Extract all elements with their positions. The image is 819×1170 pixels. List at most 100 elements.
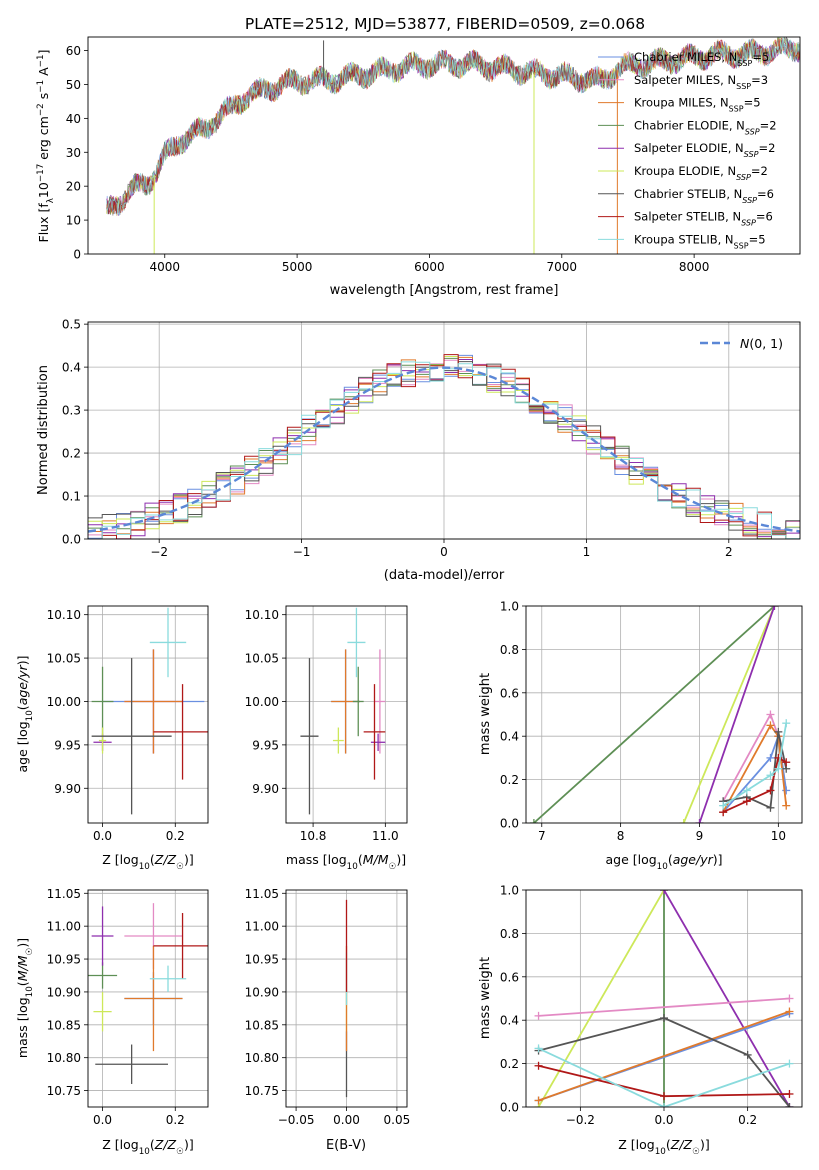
tick-label-y: 10.90 xyxy=(245,985,279,999)
tick-label-y: 0.4 xyxy=(500,730,519,744)
tick-label-y: 10.10 xyxy=(245,608,279,622)
point-chabrier-elodie xyxy=(88,962,118,989)
axes-frame xyxy=(87,889,209,1108)
tick-label-x: 1 xyxy=(583,545,591,559)
tick-label-x: 0.0 xyxy=(654,1113,673,1127)
axis-label-y: mass [log10(M/M☉)] xyxy=(15,938,35,1058)
plot-area xyxy=(106,37,800,254)
tick-label-y: 0.6 xyxy=(500,686,519,700)
tick-label-y: 0.6 xyxy=(500,970,519,984)
axes-mass_vs_EBV: −0.05 0.00 0.05 10.75 10.80 10.85 10.90 10.95 11… xyxy=(245,887,411,1153)
tick-label-y: 50 xyxy=(66,78,81,92)
plot-area xyxy=(300,607,386,815)
tick-label-y: 11.05 xyxy=(47,887,81,901)
tick-label-x: 0 xyxy=(440,545,448,559)
point-salpeter-elodie xyxy=(91,906,114,966)
axes-residuals: −2 −1 0 1 2 0.0 0.1 0.2 0.3 0.4 0.5 N(0, 1) (data-mo… xyxy=(36,318,801,583)
tick-label-y: 10.80 xyxy=(47,1051,81,1065)
series-line xyxy=(538,1017,791,1107)
tick-label-x: 0.2 xyxy=(166,829,185,843)
tick-label-y: 1.0 xyxy=(500,600,519,614)
tick-label-x: 7 xyxy=(538,829,546,843)
tick-label-x: 10.8 xyxy=(300,829,327,843)
axis-label-x: wavelength [Angstrom, rest frame] xyxy=(330,283,559,298)
tick-label-y: 10 xyxy=(66,214,81,228)
point-kroupa-elodie xyxy=(332,727,344,754)
axes-age_vs_Z: 0.0 0.2 9.90 9.95 10.00 10.05 10.10 Z [log10(Z/… xyxy=(15,605,209,872)
figure-title: PLATE=2512, MJD=53877, FIBERID=0509, z=0… xyxy=(245,15,645,33)
plot-area xyxy=(91,607,208,815)
tick-label-x: 7000 xyxy=(547,260,578,274)
spectrum-line-kroupa-stelib xyxy=(106,37,800,216)
tick-label-y: 0.2 xyxy=(500,773,519,787)
tick-label-y: 9.95 xyxy=(54,738,81,752)
tick-label-y: 30 xyxy=(66,146,81,160)
axis-label-x: E(B-V) xyxy=(326,1138,366,1153)
point-chabrier-stelib xyxy=(95,1044,168,1084)
legend-spectrum: Chabrier MILES, NSSP=5 Salpeter MILES, NS… xyxy=(598,50,777,250)
tick-label-y: 9.90 xyxy=(54,782,81,796)
series-salpeter-stelib xyxy=(534,1061,794,1101)
legend-label: Chabrier ELODIE, NSSP=2 xyxy=(634,118,777,136)
tick-label-y: 10.75 xyxy=(47,1084,81,1098)
tick-label-y: 20 xyxy=(66,180,81,194)
series-line xyxy=(538,1047,790,1107)
legend-label: Salpeter ELODIE, NSSP=2 xyxy=(634,141,775,159)
legend-label: Kroupa MILES, NSSP=5 xyxy=(634,96,761,114)
tick-label-y: 0.2 xyxy=(62,447,81,461)
point-kroupa-stelib xyxy=(149,965,187,992)
histogram-salpeter-stelib xyxy=(88,354,800,539)
tick-label-x: 0.05 xyxy=(384,1113,411,1127)
tick-label-y: 0.2 xyxy=(500,1057,519,1071)
plot-area xyxy=(88,354,800,539)
tick-label-x: −1 xyxy=(293,545,311,559)
legend-label: Salpeter MILES, NSSP=3 xyxy=(634,73,768,91)
tick-label-y: 11.00 xyxy=(47,920,81,934)
series-salpeter-stelib xyxy=(719,753,791,817)
tick-label-y: 0.4 xyxy=(500,1014,519,1028)
tick-label-x: 4000 xyxy=(149,260,180,274)
tick-label-x: 11.0 xyxy=(372,829,399,843)
axes-frame xyxy=(87,605,209,824)
tick-label-x: 8000 xyxy=(679,260,710,274)
tick-label-x: 2 xyxy=(725,545,733,559)
point-chabrier-elodie xyxy=(352,666,364,737)
tick-label-y: 0.4 xyxy=(62,361,81,375)
tick-label-x: 0.0 xyxy=(93,829,112,843)
point-kroupa-stelib xyxy=(149,607,187,678)
point-kroupa-elodie xyxy=(98,727,107,754)
tick-label-y: 10.95 xyxy=(47,953,81,967)
tick-label-x: 0.2 xyxy=(166,1113,185,1127)
point-kroupa-elodie xyxy=(93,991,112,1032)
axis-label-x: (data-model)/error xyxy=(384,568,505,583)
legend-label: Chabrier MILES, NSSP=5 xyxy=(634,50,769,68)
tick-label-y: 10.00 xyxy=(47,695,81,709)
tick-label-y: 60 xyxy=(66,44,81,58)
series-line xyxy=(722,723,788,813)
tick-label-y: 0.1 xyxy=(62,490,81,504)
tick-label-y: 10.75 xyxy=(245,1084,279,1098)
histogram-kroupa-stelib xyxy=(88,361,800,539)
legend-label: Chabrier STELIB, NSSP=6 xyxy=(634,187,774,205)
series-line xyxy=(538,1010,790,1102)
point-chabrier-stelib xyxy=(91,658,172,815)
tick-label-x: 0.0 xyxy=(93,1113,112,1127)
tick-label-x: 8 xyxy=(617,829,625,843)
axis-label-y: mass weight xyxy=(478,957,493,1039)
axes-weight_vs_age: 7 8 9 10 0.0 0.2 0.4 0.6 0.8 1.0 age [log10(age/yr… xyxy=(478,600,803,872)
axes-frame xyxy=(525,889,803,1108)
series-kroupa-miles xyxy=(534,1007,794,1105)
axes-weight_vs_Z: −0.2 0.0 0.2 0.0 0.2 0.4 0.6 0.8 1.0 Z [log10(Z/Z… xyxy=(478,884,803,1157)
tick-label-y: 10.10 xyxy=(47,608,81,622)
series-kroupa-stelib xyxy=(534,1044,794,1107)
tick-label-y: 10.85 xyxy=(47,1018,81,1032)
tick-label-x: 5000 xyxy=(282,260,313,274)
point-kroupa-stelib xyxy=(347,607,366,678)
tick-label-y: 40 xyxy=(66,112,81,126)
axis-label-x: age [log10(age/yr)] xyxy=(605,852,722,872)
tick-label-y: 1.0 xyxy=(500,884,519,898)
series-kroupa-stelib xyxy=(719,719,791,810)
tick-label-y: 10.05 xyxy=(245,652,279,666)
tick-label-x: −0.05 xyxy=(278,1113,315,1127)
